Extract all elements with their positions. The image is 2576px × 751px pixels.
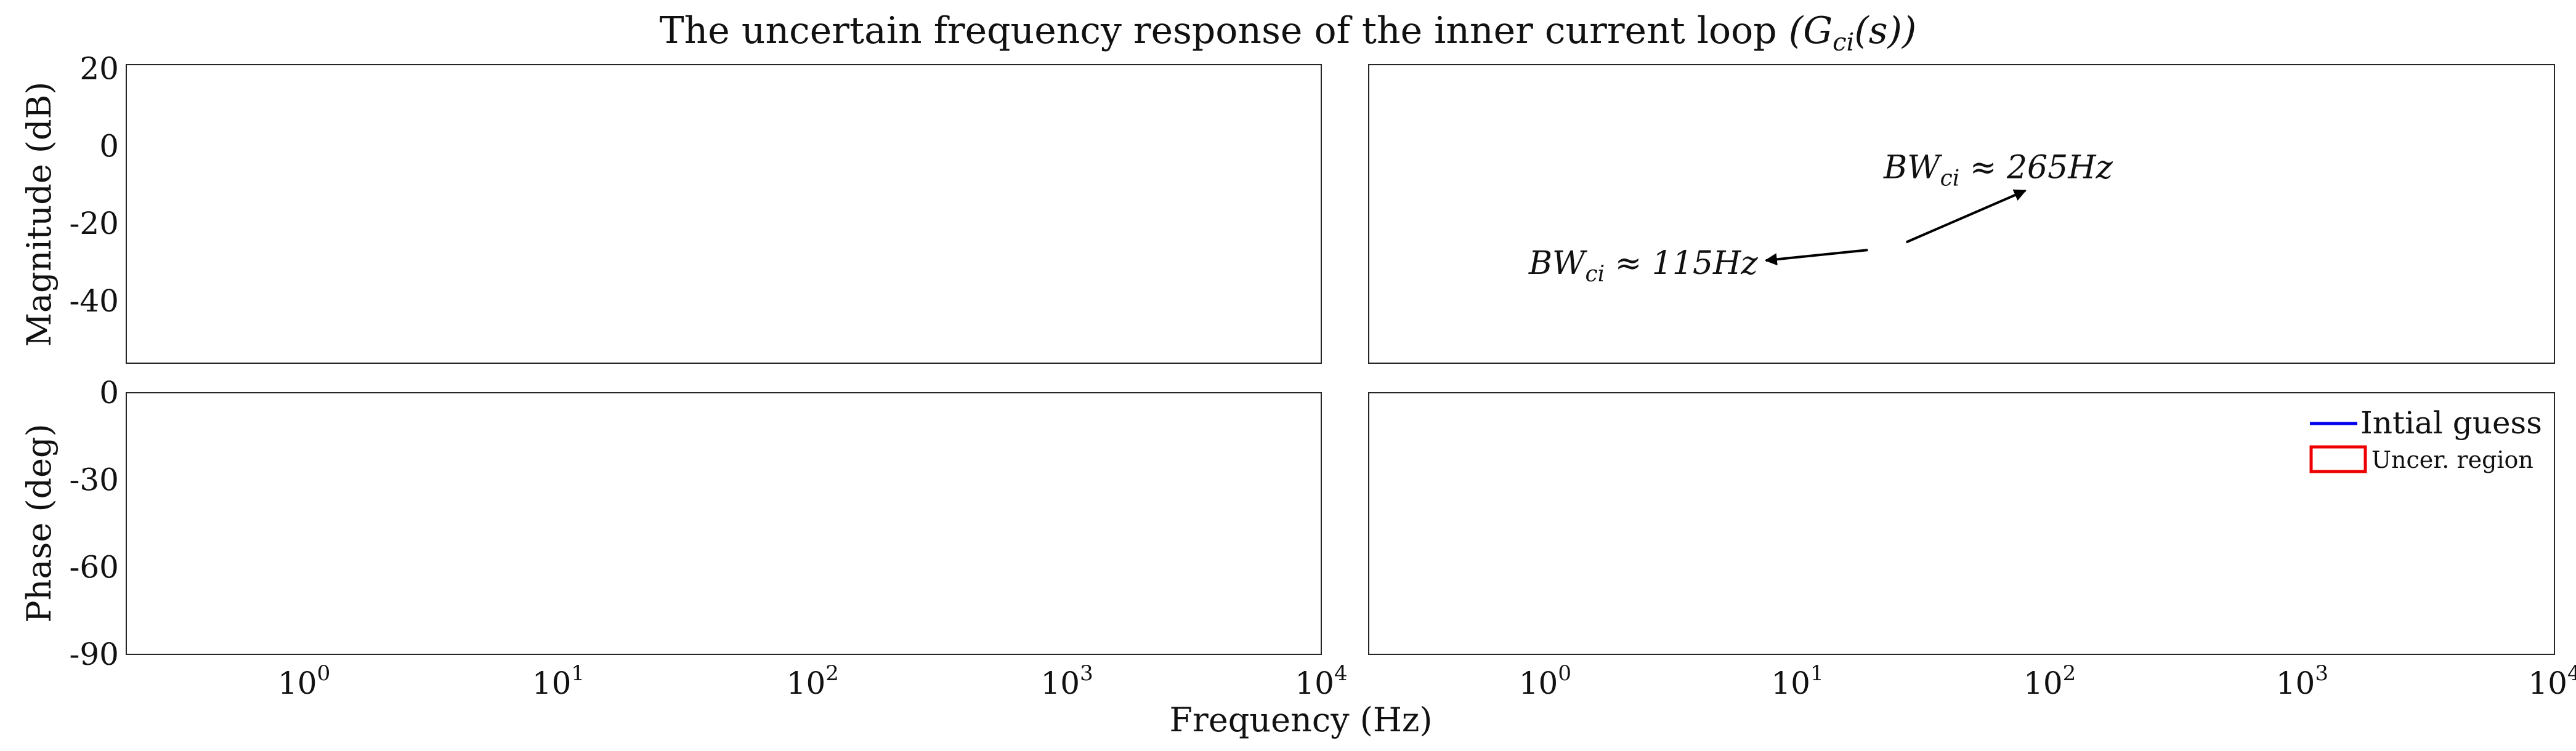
y-tick-label: 0	[99, 375, 119, 411]
axes-frame	[126, 392, 1322, 655]
annotation-label: BWci ≈ 265Hz	[1883, 150, 2113, 191]
legend: Intial guess Uncer. region	[2305, 399, 2551, 480]
legend-entry-nominal: Intial guess	[2360, 405, 2542, 441]
panel-mag-right: BWci ≈ 265Hz BWci ≈ 115Hz	[1368, 64, 2555, 364]
x-tick-label: 100	[1519, 661, 1571, 701]
annotation-arrow	[1905, 189, 2027, 244]
panel-phase-left: 100 101 102 103 104 0 -30 -60 -90	[69, 375, 1347, 701]
y-tick-label: 0	[99, 128, 119, 164]
ylabel-magnitude: Magnitude (dB)	[20, 82, 59, 347]
x-tick-label: 104	[2528, 661, 2576, 701]
x-tick-label: 104	[1295, 661, 1347, 701]
x-tick-label: 103	[2276, 661, 2328, 701]
x-tick-label: 103	[1041, 661, 1093, 701]
y-tick-label: -60	[69, 549, 119, 585]
y-tick-label: -90	[69, 637, 119, 672]
y-tick-label: -20	[69, 206, 119, 241]
panel-phase-right: 100 101 102 103 104 Intial guess Uncer. region	[1368, 392, 2576, 701]
y-tick-label: -30	[69, 462, 119, 498]
xlabel: Frequency (Hz)	[1170, 701, 1433, 739]
x-tick-label: 101	[1771, 661, 1823, 701]
y-tick-label: -40	[69, 283, 119, 319]
legend-swatch-uncertainty	[2309, 445, 2367, 473]
annotation-arrow	[1764, 249, 1868, 266]
y-tick-label: 20	[79, 50, 119, 86]
x-tick-label: 101	[532, 661, 585, 701]
x-tick-label: 102	[787, 661, 839, 701]
chart-title: The uncertain frequency response of the …	[660, 9, 1917, 57]
x-tick-label: 102	[2023, 661, 2076, 701]
ylabel-phase: Phase (deg)	[20, 424, 59, 622]
panel-mag-left: 20 0 -20 -40	[69, 50, 1322, 364]
legend-box	[2305, 399, 2551, 480]
annotation-label: BWci ≈ 115Hz	[1528, 245, 1759, 287]
axes-frame	[1368, 64, 2555, 364]
axes-frame	[126, 64, 1322, 364]
x-tick-label: 100	[278, 661, 330, 701]
legend-entry-uncertainty: Uncer. region	[2371, 446, 2533, 473]
